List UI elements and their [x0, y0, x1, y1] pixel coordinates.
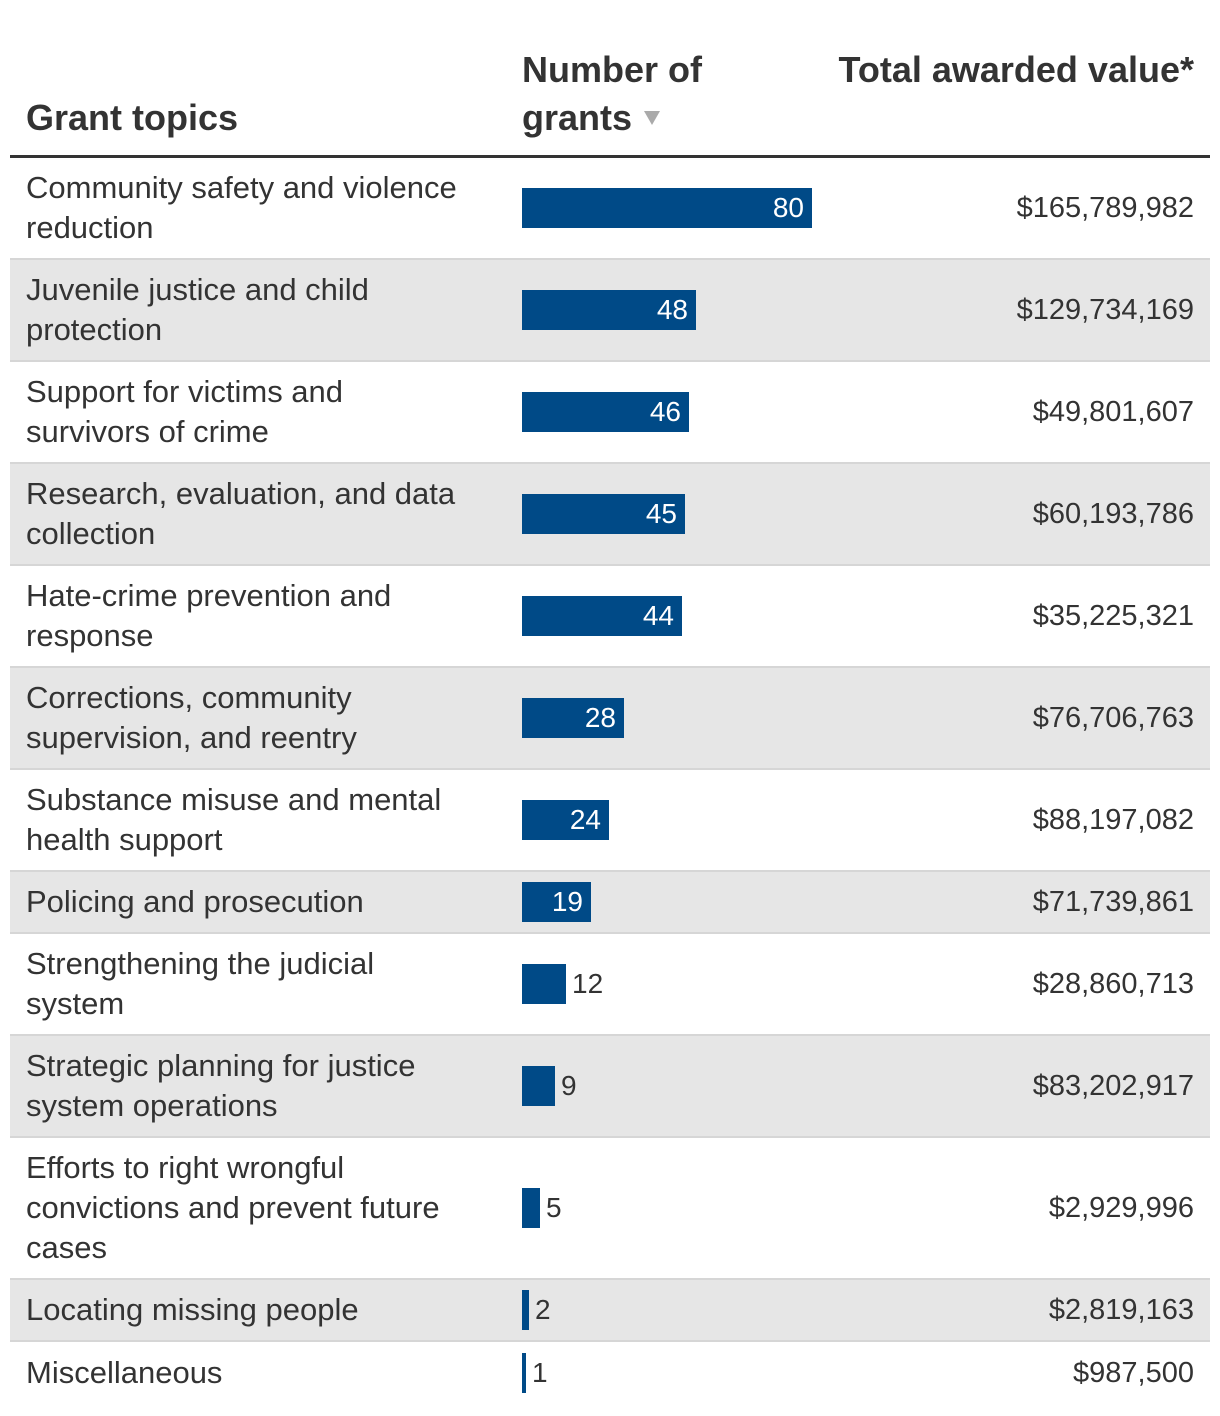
total-awarded-value: $129,734,169	[1016, 294, 1194, 326]
bar-cell: 2	[522, 1280, 862, 1340]
grant-count-label: 46	[649, 396, 681, 427]
grant-count-bar	[522, 290, 696, 330]
grant-count-label: 44	[642, 600, 674, 631]
total-awarded-value: $60,193,786	[1032, 498, 1194, 530]
table-row: Support for victims and survivors of cri…	[10, 362, 1210, 464]
bar-cell: 1	[522, 1342, 862, 1404]
grants-table: Grant topics Number of grants Total award…	[10, 0, 1210, 1404]
bar-cell: 12	[522, 934, 862, 1034]
sort-descending-icon[interactable]	[644, 111, 661, 126]
table-row: Miscellaneous 1 $987,500	[10, 1342, 1210, 1404]
grant-count-bar	[522, 1188, 540, 1228]
grant-count-bar	[522, 698, 624, 738]
grant-topic: Community safety and violence reduction	[26, 170, 457, 245]
grant-count-label: 1	[532, 1357, 548, 1388]
grant-topic: Efforts to right wrongful convictions an…	[26, 1150, 440, 1265]
grant-topic: Corrections, community supervision, and …	[26, 680, 357, 755]
bar-cell: 5	[522, 1138, 862, 1278]
bar-cell: 44	[522, 566, 862, 666]
total-awarded-value: $76,706,763	[1032, 702, 1194, 734]
grant-topic: Substance misuse and mental health suppo…	[26, 782, 442, 857]
bar-cell: 19	[522, 872, 862, 932]
total-awarded-value: $987,500	[1073, 1357, 1194, 1389]
grant-count-bar	[522, 188, 812, 228]
header-total-awarded-value[interactable]: Total awarded value*	[838, 49, 1194, 90]
grant-topic: Juvenile justice and child protection	[26, 272, 369, 347]
table-row: Corrections, community supervision, and …	[10, 668, 1210, 770]
table-row: Efforts to right wrongful convictions an…	[10, 1138, 1210, 1280]
total-awarded-value: $83,202,917	[1032, 1070, 1194, 1102]
header-number-of-grants[interactable]: Number of grants	[522, 46, 842, 142]
header-number-of-grants-label: Number of grants	[522, 49, 702, 138]
grant-count-bar	[522, 596, 682, 636]
total-awarded-value: $2,929,996	[1048, 1192, 1194, 1224]
bar-cell: 48	[522, 260, 862, 360]
table-row: Research, evaluation, and data collectio…	[10, 464, 1210, 566]
total-awarded-value: $88,197,082	[1032, 804, 1194, 836]
table-row: Community safety and violence reduction 8…	[10, 158, 1210, 260]
grant-count-label: 5	[546, 1192, 562, 1223]
table-body: Community safety and violence reduction 8…	[10, 158, 1210, 1404]
grant-count-bar	[522, 392, 689, 432]
grant-count-label: 48	[656, 294, 688, 325]
table-row: Strategic planning for justice system op…	[10, 1036, 1210, 1138]
total-awarded-value: $28,860,713	[1032, 968, 1194, 1000]
grant-count-bar	[522, 882, 591, 922]
bar-cell: 80	[522, 158, 862, 258]
bar-cell: 24	[522, 770, 862, 870]
grant-topic: Strategic planning for justice system op…	[26, 1048, 416, 1123]
grant-count-bar	[522, 964, 566, 1004]
grant-count-label: 45	[645, 498, 677, 529]
table-row: Juvenile justice and child protection 48 $…	[10, 260, 1210, 362]
grant-count-bar	[522, 1353, 526, 1393]
total-awarded-value: $165,789,982	[1016, 192, 1194, 224]
grant-count-label: 2	[535, 1294, 551, 1325]
bar-cell: 9	[522, 1036, 862, 1136]
table-header: Grant topics Number of grants Total award…	[10, 0, 1210, 158]
grant-count-label: 9	[561, 1070, 577, 1101]
grant-topic: Miscellaneous	[26, 1355, 223, 1390]
total-awarded-value: $2,819,163	[1048, 1294, 1194, 1326]
table-row: Policing and prosecution 19 $71,739,861	[10, 872, 1210, 934]
header-grant-topics[interactable]: Grant topics	[26, 97, 239, 138]
total-awarded-value: $71,739,861	[1032, 886, 1194, 918]
grant-topic: Research, evaluation, and data collectio…	[26, 476, 456, 551]
grant-topic: Hate-crime prevention and response	[26, 578, 392, 653]
total-awarded-value: $49,801,607	[1032, 396, 1194, 428]
grant-count-label: 19	[551, 886, 583, 917]
table-row: Locating missing people 2 $2,819,163	[10, 1280, 1210, 1342]
table-row: Strengthening the judicial system 12 $28,8…	[10, 934, 1210, 1036]
grant-count-label: 28	[584, 702, 616, 733]
table-row: Hate-crime prevention and response 44 $35,…	[10, 566, 1210, 668]
bar-cell: 28	[522, 668, 862, 768]
grant-count-label: 12	[572, 968, 604, 999]
total-awarded-value: $35,225,321	[1032, 600, 1194, 632]
bar-cell: 46	[522, 362, 862, 462]
grant-topic: Strengthening the judicial system	[26, 946, 375, 1021]
grant-count-label: 80	[772, 192, 804, 223]
grant-count-bar	[522, 800, 609, 840]
grant-topic: Support for victims and survivors of cri…	[26, 374, 344, 449]
grant-topic: Locating missing people	[26, 1292, 359, 1327]
table-row: Substance misuse and mental health suppo…	[10, 770, 1210, 872]
bar-cell: 45	[522, 464, 862, 564]
grant-count-bar	[522, 1066, 555, 1106]
grant-topic: Policing and prosecution	[26, 884, 364, 919]
grant-count-bar	[522, 1290, 529, 1330]
grant-count-label: 24	[569, 804, 601, 835]
grant-count-bar	[522, 494, 685, 534]
